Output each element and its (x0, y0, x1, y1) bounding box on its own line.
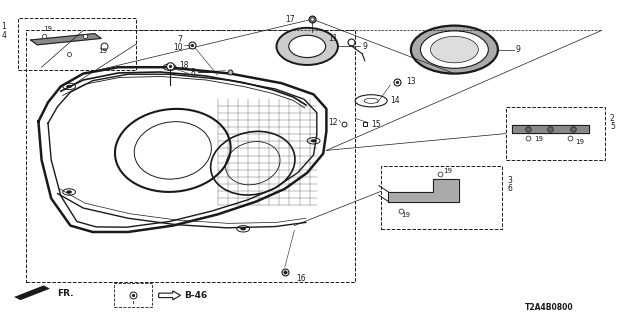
Bar (26, 30, 355, 282)
Ellipse shape (431, 36, 478, 63)
Circle shape (237, 226, 250, 232)
Circle shape (67, 85, 72, 88)
Bar (506, 107, 605, 160)
Bar (381, 166, 502, 229)
Text: 16: 16 (296, 274, 306, 283)
Text: 8: 8 (191, 68, 195, 77)
Text: 17: 17 (285, 15, 294, 24)
Ellipse shape (355, 95, 387, 107)
Circle shape (163, 64, 176, 70)
Text: B-46: B-46 (184, 291, 207, 300)
Text: 11: 11 (328, 34, 338, 43)
Text: 19: 19 (401, 212, 410, 218)
Text: 1: 1 (2, 22, 6, 31)
Ellipse shape (411, 26, 498, 74)
Text: 9: 9 (516, 45, 521, 54)
Text: 19: 19 (534, 136, 543, 141)
Circle shape (307, 138, 320, 144)
Text: 9: 9 (362, 42, 367, 51)
Text: 4: 4 (1, 31, 6, 40)
Polygon shape (388, 179, 459, 202)
Text: 3: 3 (508, 176, 513, 185)
Text: 15: 15 (371, 120, 381, 129)
Text: 6: 6 (508, 184, 513, 193)
Text: 10: 10 (173, 43, 182, 52)
Polygon shape (512, 125, 589, 133)
Text: T2A4B0800: T2A4B0800 (525, 303, 573, 312)
Text: 19: 19 (98, 48, 107, 53)
Text: 19: 19 (44, 26, 52, 32)
Polygon shape (14, 285, 50, 300)
Circle shape (241, 228, 246, 230)
Bar (114, 283, 152, 307)
Text: 7: 7 (177, 35, 182, 44)
Text: 2: 2 (610, 114, 614, 123)
Ellipse shape (276, 28, 338, 65)
Text: FR.: FR. (58, 289, 74, 298)
Text: 19: 19 (575, 140, 584, 145)
Circle shape (63, 83, 76, 90)
Text: 12: 12 (328, 118, 337, 127)
Text: 5: 5 (610, 122, 615, 131)
Circle shape (67, 191, 72, 193)
Text: 18: 18 (179, 61, 189, 70)
Bar (18, 18, 136, 70)
Polygon shape (159, 291, 180, 300)
Text: 19: 19 (443, 168, 452, 174)
Circle shape (311, 140, 316, 142)
Ellipse shape (420, 31, 488, 68)
Ellipse shape (289, 35, 326, 58)
Polygon shape (31, 34, 101, 45)
Circle shape (63, 189, 76, 195)
Text: 13: 13 (406, 77, 416, 86)
Text: 14: 14 (390, 96, 400, 105)
Circle shape (167, 66, 172, 68)
